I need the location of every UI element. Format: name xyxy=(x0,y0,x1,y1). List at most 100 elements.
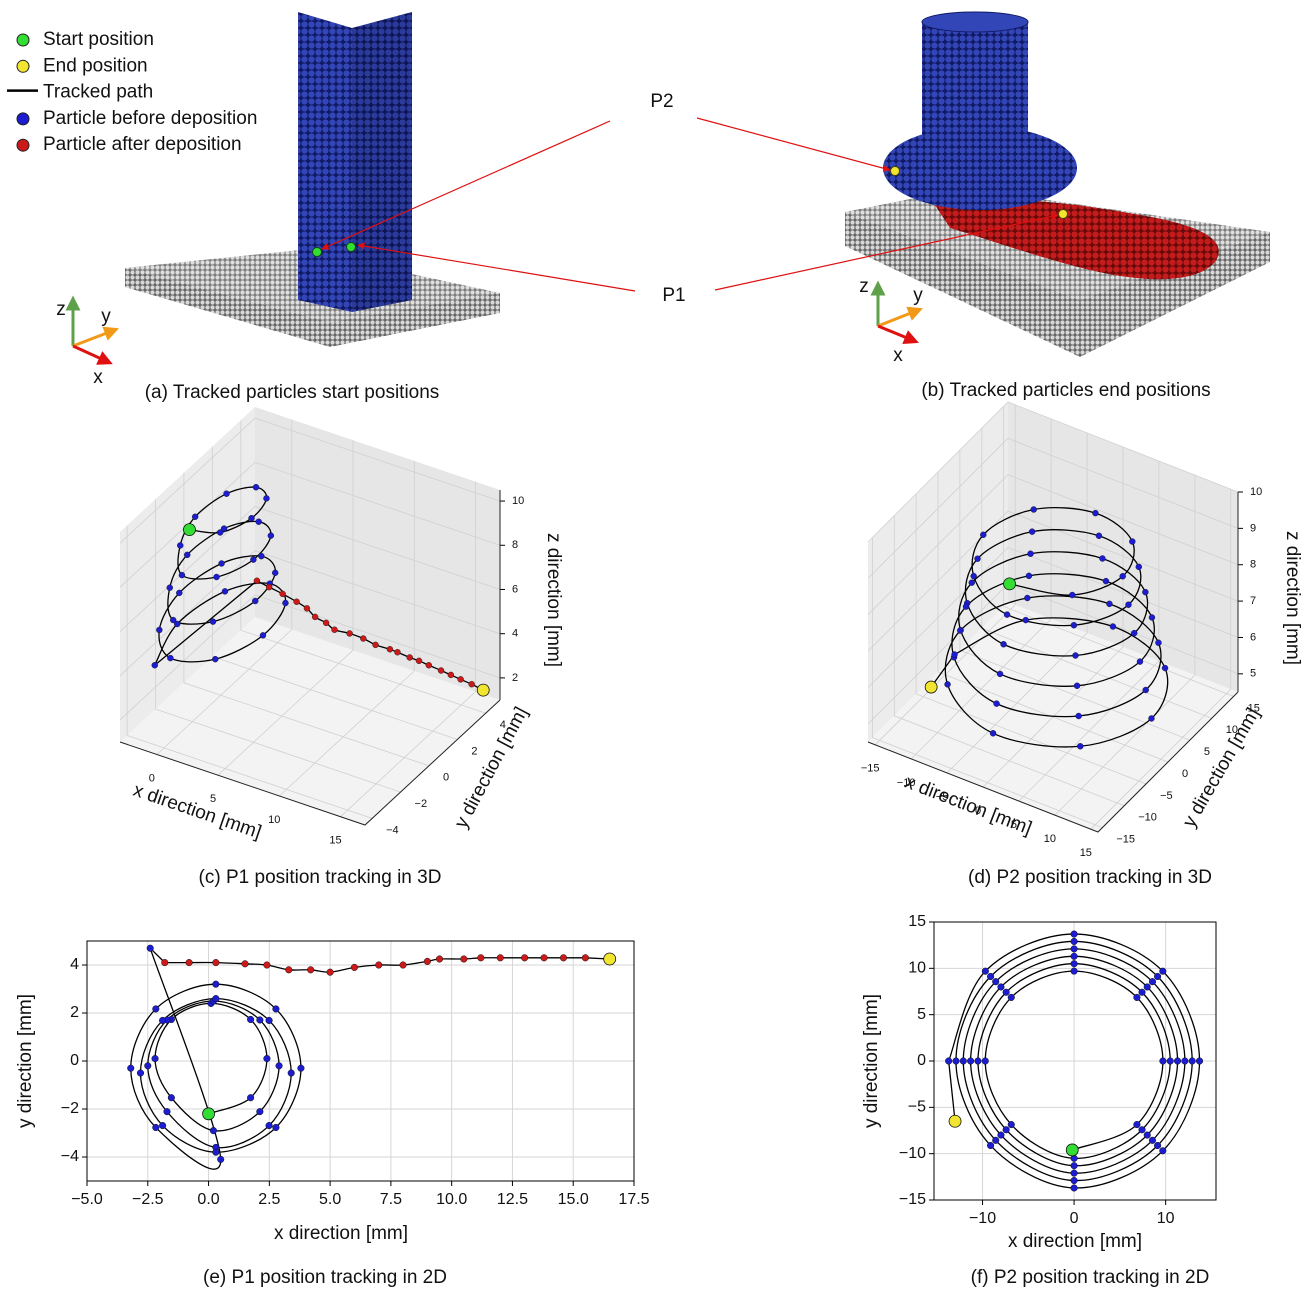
particle-marker xyxy=(264,1055,271,1062)
particle-marker xyxy=(153,1124,160,1131)
legend-label: Particle after deposition xyxy=(43,134,242,155)
x-tick-label: 15.0 xyxy=(558,1191,589,1208)
particle-marker xyxy=(1071,1185,1078,1192)
particle-marker xyxy=(137,1070,144,1077)
particle-marker xyxy=(980,532,986,538)
particle-marker xyxy=(161,959,168,966)
particle-marker xyxy=(253,484,259,490)
particle-marker xyxy=(957,628,963,634)
particle-marker xyxy=(327,969,334,976)
particle-marker xyxy=(1096,533,1102,539)
particle-marker xyxy=(264,962,271,969)
particle-marker xyxy=(1125,602,1131,608)
x-tick-label: 10 xyxy=(1157,1210,1175,1227)
x-tick-label: 12.5 xyxy=(497,1191,528,1208)
particle-marker xyxy=(323,620,329,626)
particle-marker xyxy=(1139,1126,1146,1133)
particle-marker xyxy=(982,968,989,975)
particle-marker xyxy=(438,668,444,674)
y-tick-label: 0 xyxy=(443,772,449,784)
particle-marker xyxy=(952,651,958,657)
x-tick-label: 0.0 xyxy=(197,1191,219,1208)
y-tick-label: 0 xyxy=(1182,768,1188,780)
particle-marker xyxy=(469,681,475,687)
particle-marker xyxy=(1160,1058,1167,1065)
particle-marker xyxy=(1071,1170,1078,1177)
particle-marker xyxy=(998,984,1005,991)
z-tick-label: 7 xyxy=(1250,595,1256,607)
particle-marker xyxy=(1024,595,1030,601)
caption: (b) Tracked particles end positions xyxy=(921,380,1210,401)
y-tick-label: −2 xyxy=(61,1100,79,1117)
particle-marker xyxy=(1137,659,1143,665)
column-face xyxy=(298,12,352,312)
particle-marker xyxy=(192,514,198,520)
particle-marker xyxy=(159,1017,166,1024)
particle-marker xyxy=(1071,960,1078,967)
particle-marker xyxy=(312,614,318,620)
panel-b-render: z y x (b) Tracked particles end position… xyxy=(845,12,1270,401)
particle-marker xyxy=(1144,984,1151,991)
particle-marker xyxy=(1189,1058,1196,1065)
particle-marker xyxy=(273,1006,280,1013)
particle-marker xyxy=(426,662,432,668)
particle-marker xyxy=(400,962,407,969)
end-marker xyxy=(604,953,616,965)
particle-marker xyxy=(982,1058,989,1065)
particle-marker xyxy=(448,672,454,678)
y-tick-label: 5 xyxy=(917,1006,926,1023)
particle-marker xyxy=(184,552,190,558)
particle-marker xyxy=(1099,555,1105,561)
particle-marker xyxy=(127,1065,134,1072)
caption: (f) P2 position tracking in 2D xyxy=(971,1267,1210,1288)
particle-marker xyxy=(1071,1162,1078,1169)
particle-marker xyxy=(1149,978,1156,985)
particle-marker xyxy=(224,491,230,497)
particle-marker xyxy=(1149,1137,1156,1144)
particle-marker xyxy=(1071,946,1078,953)
particle-marker xyxy=(1129,539,1135,545)
caption: (d) P2 position tracking in 3D xyxy=(968,867,1212,888)
end-marker xyxy=(1059,210,1068,219)
particle-marker xyxy=(266,584,272,590)
particle-marker xyxy=(1154,1142,1161,1149)
particle-marker xyxy=(156,627,162,633)
x-tick-label: 10 xyxy=(268,814,280,826)
particle-marker xyxy=(1071,931,1078,938)
legend-marker xyxy=(17,113,29,125)
legend-marker xyxy=(17,60,29,72)
particle-marker xyxy=(168,1094,175,1101)
particle-marker xyxy=(257,1017,264,1024)
y-tick-label: 2 xyxy=(471,745,477,757)
particle-marker xyxy=(1160,1147,1167,1154)
particle-marker xyxy=(1196,1058,1203,1065)
particle-marker xyxy=(497,955,504,962)
axis-letter: x xyxy=(93,367,103,388)
x-tick-label: 0 xyxy=(1070,1210,1079,1227)
x-tick-label: 0 xyxy=(149,772,155,784)
particle-marker xyxy=(1160,968,1167,975)
x-tick-label: 10 xyxy=(1044,833,1056,845)
caption: (e) P1 position tracking in 2D xyxy=(203,1267,447,1288)
particle-marker xyxy=(250,557,256,563)
particle-marker xyxy=(1001,641,1007,647)
particle-marker xyxy=(179,572,185,578)
particle-marker xyxy=(347,630,353,636)
particle-marker xyxy=(167,585,173,591)
end-marker xyxy=(477,684,489,696)
particle-marker xyxy=(1029,529,1035,535)
particle-marker xyxy=(1071,622,1077,628)
particle-marker xyxy=(1120,573,1126,579)
x-tick-label: 5.0 xyxy=(319,1191,341,1208)
particle-marker xyxy=(1077,743,1083,749)
particle-marker xyxy=(351,964,358,971)
particle-marker xyxy=(373,642,379,648)
y-tick-label: −4 xyxy=(386,824,399,836)
particle-marker xyxy=(1071,968,1078,975)
particle-marker xyxy=(992,1137,999,1144)
particle-marker xyxy=(1136,564,1142,570)
particle-marker xyxy=(256,519,262,525)
particle-marker xyxy=(975,556,981,562)
particle-marker xyxy=(969,580,975,586)
particle-marker xyxy=(304,605,310,611)
